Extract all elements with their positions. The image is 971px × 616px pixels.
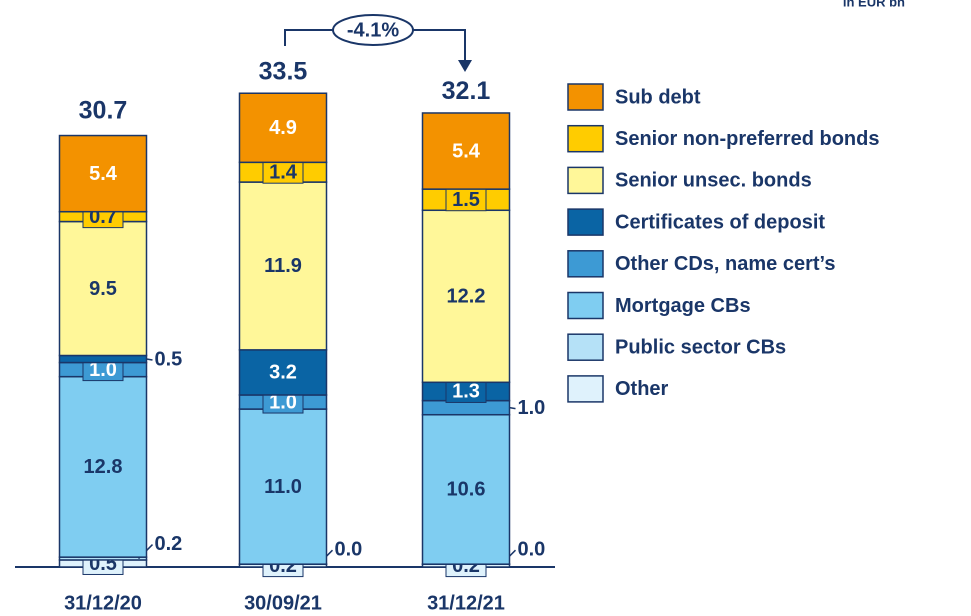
value-label: 10.6 <box>447 479 486 501</box>
bar-segment <box>58 220 148 357</box>
arrow-head <box>458 60 472 72</box>
bar-segment <box>421 209 511 384</box>
legend-swatch <box>567 124 604 153</box>
leader-line <box>509 406 516 410</box>
legend-swatch <box>567 83 604 111</box>
value-label: 11.0 <box>264 476 302 498</box>
bar-segment <box>238 92 328 164</box>
bar-segment <box>238 408 328 565</box>
legend-swatch <box>567 291 604 320</box>
bar-segment <box>421 112 511 190</box>
value-label: 12.8 <box>84 456 123 478</box>
legend-swatch <box>567 250 604 278</box>
value-label: 0.0 <box>518 538 546 560</box>
value-label: 5.4 <box>452 140 481 162</box>
value-label: 4.9 <box>269 117 297 139</box>
leader-line <box>146 358 153 361</box>
annotation: -4.1% <box>347 19 399 41</box>
legend-swatch <box>567 333 604 361</box>
value-label: 11.9 <box>264 255 302 277</box>
legend-label: Other CDs, name cert’s <box>615 253 835 275</box>
legend-label: Other <box>615 378 669 400</box>
legend-label: Certificates of deposit <box>615 211 825 233</box>
legend-swatch <box>567 166 604 195</box>
legend-label: Mortgage CBs <box>615 295 751 317</box>
annotation-bubble <box>332 14 414 46</box>
value-label: 1.0 <box>518 397 546 419</box>
value-label: 1.0 <box>89 359 117 381</box>
x-tick-label: 31/12/21 <box>427 592 505 614</box>
legend-label: Senior non-preferred bonds <box>615 128 879 150</box>
value-label: 1.0 <box>269 391 297 413</box>
x-tick-label: 31/12/20 <box>64 592 142 614</box>
total-label: 30.7 <box>79 97 128 125</box>
total-label: 33.5 <box>259 57 308 85</box>
legend-label: Sub debt <box>615 86 701 108</box>
x-tick-label: 30/09/21 <box>244 592 322 614</box>
legend-label: Senior unsec. bonds <box>615 170 812 192</box>
unit-note: in EUR bn <box>843 0 905 9</box>
value-label: 12.2 <box>447 286 486 308</box>
value-label: 3.2 <box>269 362 297 384</box>
change-arrow <box>284 29 466 62</box>
total-label: 32.1 <box>442 77 491 105</box>
legend-label: Public sector CBs <box>615 336 786 358</box>
value-label: 1.3 <box>452 381 480 403</box>
value-label: 0.5 <box>155 348 183 370</box>
value-label: 9.5 <box>89 278 117 300</box>
legend-swatch <box>567 375 604 403</box>
value-label: 1.4 <box>269 161 298 183</box>
bar-segment <box>58 134 148 213</box>
bar-segment <box>58 354 148 364</box>
value-label: 1.5 <box>452 189 480 211</box>
value-label: 0.2 <box>155 533 183 555</box>
value-label: 5.4 <box>89 163 118 185</box>
bar-segment <box>238 349 328 396</box>
value-label: 0.0 <box>335 538 363 560</box>
legend-swatch <box>567 208 604 236</box>
bar-segment <box>58 375 148 558</box>
